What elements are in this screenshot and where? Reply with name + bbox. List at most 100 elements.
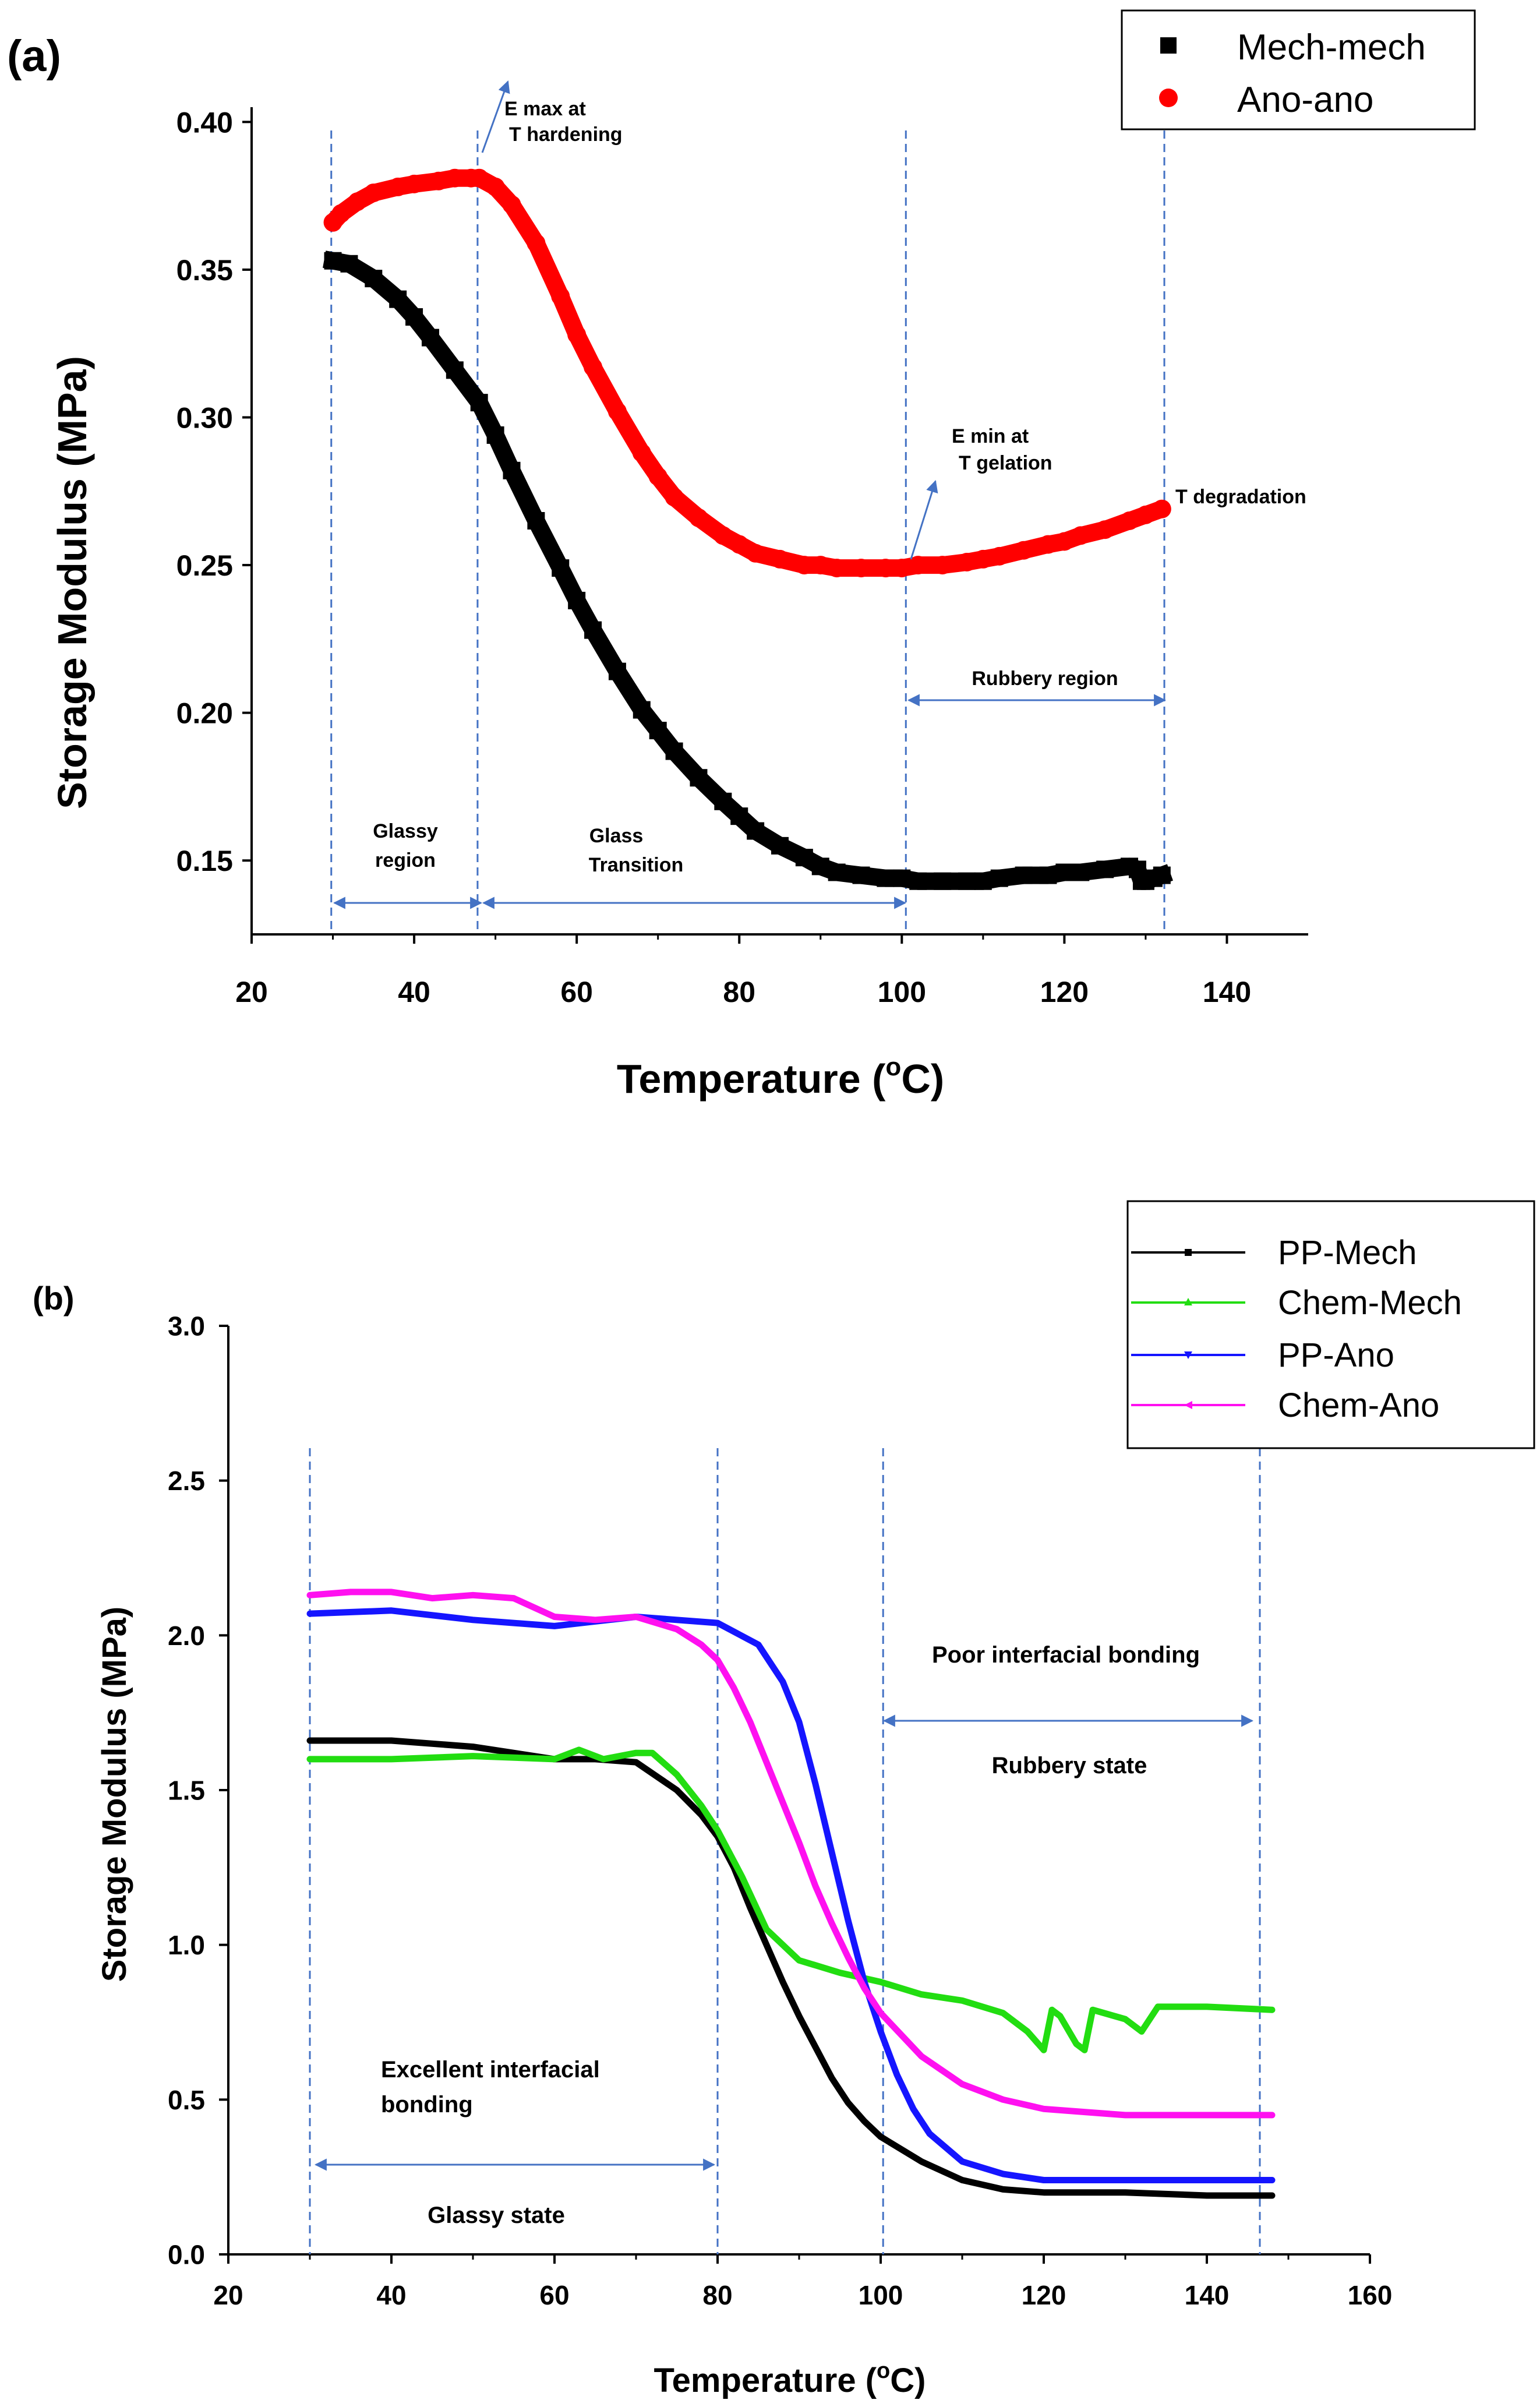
data-point [811,556,830,575]
data-point [390,1590,393,1594]
data-point [1055,863,1073,881]
data-point [634,1760,638,1764]
y-tick-label-b: 2.0 [168,1621,205,1651]
data-point [909,556,928,575]
data-point [1001,2172,1005,2176]
data-point [934,872,952,890]
data-point [1270,2178,1274,2182]
annotation-t-degradation: T degradation [1175,486,1306,508]
series-b [306,1589,1276,2199]
data-point [689,508,708,527]
data-point [364,183,383,203]
data-point [648,467,667,486]
data-point [1096,520,1115,539]
x-tick-label-a: 60 [560,976,593,1008]
annotation-poor-bonding: Poor interfacial bonding [932,1642,1200,1668]
data-point [577,1748,581,1752]
data-point [957,553,976,571]
axes-b: 20 40 60 80 100 120 140 160 3.0 2.5 2.0 1.5 1.0 0.5 0.… [168,1311,1392,2310]
data-point [863,1986,866,1990]
annotation-glass-transition-line1: Glass [589,825,644,847]
data-point [690,769,708,787]
data-point [651,1751,654,1755]
data-point [1136,505,1155,524]
data-point [958,872,976,890]
y-tick-label-a: 0.20 [176,697,233,730]
series-mech-mech [323,250,1173,890]
data-point [1083,2048,1086,2052]
data-point [324,252,342,270]
legend-marker-chem-mech [1184,1298,1192,1305]
data-point [1205,2178,1209,2182]
data-point [716,1621,719,1625]
data-point [486,426,504,444]
data-point [797,1958,801,1963]
series-line-mech-mech [323,250,1173,890]
data-point [1270,2113,1274,2117]
data-point [797,2014,801,2018]
series-ano-ano [323,168,1171,578]
data-point [390,1738,393,1742]
y-tick-label-a: 0.40 [176,106,233,139]
data-point [846,2101,850,2105]
series-pp-mech [306,1737,1276,2199]
data-point [405,174,424,193]
data-point [365,270,383,288]
annotation-rubbery-region: Rubbery region [972,668,1118,690]
legend-label-ano-ano: Ano-ano [1237,80,1373,120]
x-tick-label-b: 40 [376,2280,406,2310]
data-point [632,443,651,463]
data-point [797,1720,801,1724]
data-point [331,204,351,223]
y-tick-label-b: 1.0 [168,1930,205,1960]
data-point [471,1618,475,1622]
legend-b: PP-Mech Chem-Mech PP-Ano Chem-Ano [1126,1200,1535,1449]
y-tick-label-b: 3.0 [168,1311,205,1342]
annotation-excellent-bonding-line1: Excellent interfacial [381,2057,600,2083]
data-point [1001,2011,1005,2015]
data-point [1039,866,1057,884]
data-point [714,526,733,545]
data-point [1091,2008,1094,2012]
data-point [1120,511,1139,530]
data-point [1124,2017,1127,2021]
data-point [828,863,846,881]
data-point [879,2135,882,2139]
data-point [1042,2178,1045,2182]
data-point [794,556,814,575]
annotation-emin-line1: E min at [952,425,1029,447]
data-point [1075,2042,1078,2046]
data-point [827,559,846,578]
data-point [1072,863,1090,881]
data-point [446,361,464,379]
data-point [308,1593,312,1597]
legend-label-pp-mech: PP-Mech [1278,1234,1417,1272]
legend-label-chem-mech: Chem-Mech [1278,1284,1462,1322]
data-point [512,1596,515,1600]
data-point [527,234,546,253]
data-point [1050,2008,1054,2012]
data-point [553,1624,556,1628]
data-point [1205,2004,1209,2009]
data-point [852,559,871,578]
data-point [1152,499,1171,518]
data-point [960,2159,964,2164]
chart-a: (a) 20 40 60 80 100 120 140 0.40 0.35 0.30 0.25 0.2… [7,9,1476,1102]
data-point [594,1618,597,1622]
data-point [469,168,489,188]
data-point [700,1804,703,1808]
annotation-excellent-bonding-line2: bonding [381,2092,473,2117]
data-point [607,402,627,421]
data-point [830,2076,833,2080]
data-point [960,1999,964,2003]
data-point [846,1955,850,1959]
data-point [830,1921,833,1925]
data-point [846,1918,850,1922]
data-point [1015,866,1033,884]
data-point [765,1928,768,1932]
x-tick-label-b: 140 [1185,2280,1230,2310]
data-point [388,177,408,196]
data-point [814,2045,817,2049]
data-point [771,549,789,569]
y-tick-label-a: 0.30 [176,402,233,435]
